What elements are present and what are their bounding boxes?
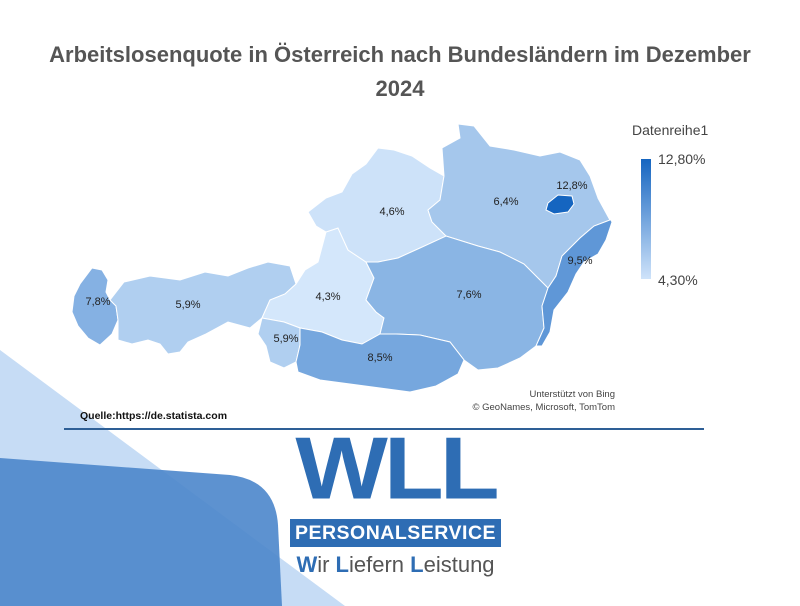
region-value-label: 4,6% [379,206,404,218]
region-value-label: 7,8% [85,296,110,308]
map-credit-bing: Unterstützt von Bing [529,389,615,400]
region-6 [545,194,575,215]
region-3 [257,317,301,369]
chart-title: Arbeitslosenquote in Österreich nach Bun… [49,42,751,101]
legend-min-label: 4,30% [658,272,698,288]
region-7 [365,235,549,371]
source-label: Quelle:https://de.statista.com [80,410,228,422]
region-8 [295,327,465,393]
legend-gradient-bar [641,159,651,279]
divider-line [64,428,704,430]
region-value-label: 4,3% [315,291,340,303]
map-credit-providers: © GeoNames, Microsoft, TomTom [472,402,616,413]
logo-personalservice: PERSONALSERVICE [290,519,501,547]
region-9 [535,197,613,347]
logo-tagline: Wir Liefern Leistung [296,552,495,577]
region-value-label: 5,9% [175,299,200,311]
region-value-label: 7,6% [456,289,481,301]
region-0 [71,267,119,346]
legend-max-label: 12,80% [658,151,706,167]
region-value-label: 5,9% [273,333,298,345]
region-value-label: 8,5% [367,352,392,364]
legend-title: Datenreihe1 [632,122,709,138]
logo-wll: WLL [295,418,499,518]
region-value-label: 6,4% [493,196,518,208]
region-value-label: 12,8% [556,180,587,192]
region-1 [109,261,297,355]
region-value-label: 9,5% [567,255,592,267]
